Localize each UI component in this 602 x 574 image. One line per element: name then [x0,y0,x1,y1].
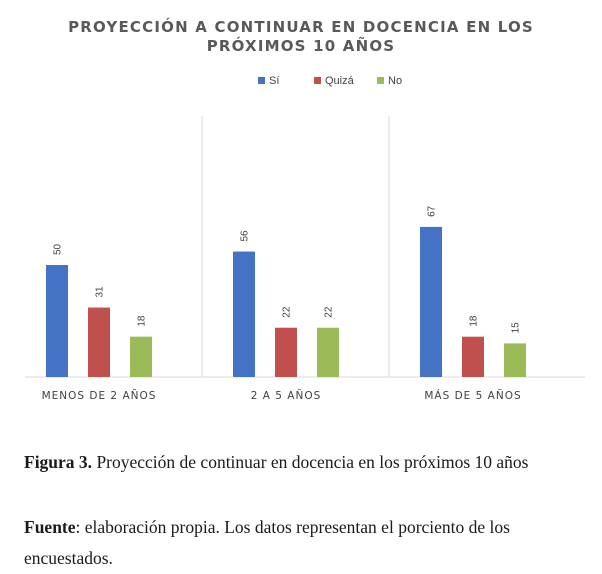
bar-2-a-5-anos-si [233,251,255,377]
data-label-mas-de-5-anos-no: 15 [511,322,522,334]
chart: PROYECCIÓN A CONTINUAR EN DOCENCIA EN LO… [25,17,585,402]
data-label-mas-de-5-anos-quiza: 18 [469,315,480,327]
legend-swatch-si [258,77,265,84]
category-labels: MENOS DE 2 AÑOS 2 A 5 AÑOS MÁS DE 5 AÑOS [42,389,521,402]
legend-label-si: Sí [269,75,279,87]
bars [46,226,526,377]
legend-label-quiza: Quizá [325,75,355,87]
legend-swatch-quiza [314,77,321,84]
bar-mas-de-5-anos-si [420,226,442,377]
category-separators [201,116,390,377]
chart-title-line-2: PRÓXIMOS 10 AÑOS [207,36,396,55]
data-label-menos-de-2-anos-quiza: 31 [95,286,106,298]
bar-menos-de-2-anos-si [46,265,68,377]
legend-swatch-no [377,77,384,84]
category-label-mas-de-5-anos: MÁS DE 5 AÑOS [424,389,521,402]
bar-menos-de-2-anos-no [130,336,152,377]
chart-legend: Sí Quizá No [258,75,402,87]
figure-caption: Figura 3. Proyección de continuar en doc… [24,450,584,475]
source-caption: Fuente: elaboración propia. Los datos re… [24,512,584,574]
bar-mas-de-5-anos-quiza [462,336,484,377]
source-caption-label: Fuente [24,517,76,537]
category-label-2-a-5-anos: 2 A 5 AÑOS [251,389,322,402]
chart-title-line-1: PROYECCIÓN A CONTINUAR EN DOCENCIA EN LO… [68,17,534,36]
figure-caption-text: Proyección de continuar en docencia en l… [92,452,529,472]
source-caption-text: : elaboración propia. Los datos represen… [24,517,510,568]
data-label-2-a-5-anos-quiza: 22 [282,306,293,318]
data-label-mas-de-5-anos-si: 67 [427,205,438,217]
bar-mas-de-5-anos-no [504,343,526,377]
category-label-menos-de-2-anos: MENOS DE 2 AÑOS [42,389,157,402]
data-label-2-a-5-anos-no: 22 [324,306,335,318]
figure-caption-label: Figura 3. [24,452,93,472]
bar-2-a-5-anos-quiza [275,327,297,377]
data-label-menos-de-2-anos-no: 18 [137,315,148,327]
bar-2-a-5-anos-no [317,327,339,377]
bar-menos-de-2-anos-quiza [88,307,110,377]
legend-label-no: No [388,75,402,87]
data-labels: 50 31 18 56 22 22 67 18 15 [53,205,522,333]
data-label-2-a-5-anos-si: 56 [240,230,251,242]
data-label-menos-de-2-anos-si: 50 [53,243,64,255]
